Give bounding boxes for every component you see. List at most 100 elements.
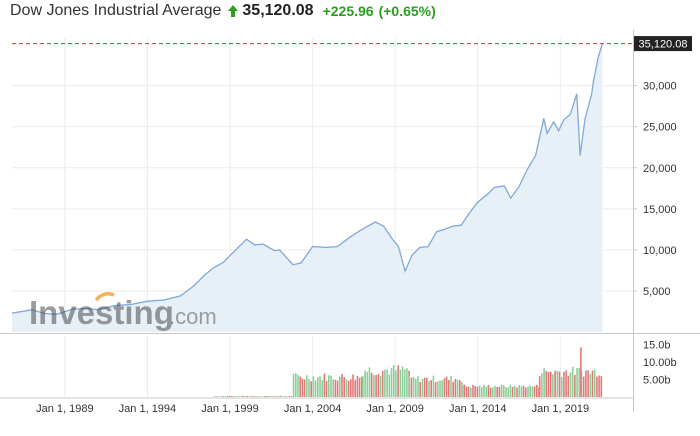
volume-bar [312, 376, 315, 397]
volume-bar [474, 386, 476, 397]
volume-axis: 5.00b 10.00b 15.0b [643, 340, 677, 387]
instrument-title: Dow Jones Industrial Average [10, 2, 222, 19]
volume-bar [556, 370, 559, 397]
price-line [11, 43, 604, 315]
volume-bar [275, 396, 277, 397]
volume-bar [368, 367, 371, 397]
volume-bar [494, 385, 496, 397]
volume-bar [220, 396, 222, 397]
volume-bar [233, 396, 235, 397]
volume-bar [432, 375, 435, 397]
volume-bar [529, 385, 531, 397]
volume-bar [381, 370, 384, 397]
volume-bar [558, 371, 561, 397]
logo-suffix: .com [169, 304, 217, 329]
volume-bar [277, 396, 279, 397]
volume-bar [448, 380, 450, 397]
volume-bar [509, 384, 512, 397]
x-tick-label: Jan 1, 2014 [449, 403, 507, 415]
volume-bar [410, 377, 413, 397]
volume-bar [377, 373, 380, 397]
price-change: +225.96 [322, 3, 374, 19]
volume-bar [379, 375, 382, 397]
volume-bar [443, 378, 446, 397]
volume-bar [392, 365, 395, 397]
x-tick-label: Jan 1, 2004 [284, 403, 342, 415]
x-tick-label: Jan 1, 2009 [366, 403, 424, 415]
volume-bar [587, 370, 589, 397]
volume-bar [525, 387, 527, 397]
volume-bar [465, 386, 468, 397]
volume-bar [430, 380, 432, 397]
volume-bar [317, 377, 319, 397]
volume-bar [384, 369, 386, 397]
volume-bar [423, 377, 426, 397]
volume-bar [215, 396, 218, 397]
volume-bar [231, 396, 233, 397]
volume-bar [237, 395, 240, 397]
volume-bar [538, 376, 541, 397]
volume-bar [452, 381, 454, 397]
y-axis: 5,000 10,000 15,000 20,000 25,000 30,000 [633, 81, 677, 298]
volume-bar [552, 374, 554, 397]
volume-bar [217, 396, 220, 397]
volume-bar [264, 396, 266, 397]
volume-bar [483, 384, 485, 397]
volume-bar [325, 381, 328, 397]
volume-bar [301, 378, 304, 397]
x-tick-label: Jan 1, 1989 [36, 403, 94, 415]
volume-bar [244, 396, 246, 397]
volume-bar [255, 396, 257, 397]
volume-bar [286, 396, 288, 397]
volume-bar [543, 368, 545, 397]
volume-bar [397, 365, 399, 397]
volume-bar [373, 375, 375, 397]
y-tick-label: 25,000 [643, 122, 677, 134]
volume-bar [531, 386, 534, 397]
volume-bar [399, 370, 402, 397]
volume-bar [270, 396, 273, 397]
volume-bar [598, 375, 600, 397]
volume-bar [536, 384, 538, 397]
volume-bar [596, 376, 598, 397]
volume-bar [395, 370, 397, 397]
volume-bar [492, 387, 494, 397]
y-tick-label: 15,000 [643, 204, 677, 216]
volume-bar [437, 381, 439, 397]
volume-bar [454, 379, 457, 397]
volume-bar [476, 386, 479, 397]
volume-bar [343, 377, 345, 397]
volume-bar [472, 385, 474, 397]
volume-bar [366, 372, 369, 397]
volume-bar [386, 369, 388, 397]
volume-bar [303, 379, 306, 397]
y-tick-label: 5,000 [643, 286, 671, 298]
volume-bar [288, 396, 290, 397]
volume-bar [417, 376, 419, 397]
volume-bar [356, 375, 359, 397]
volume-bar [569, 372, 572, 397]
volume-bar [310, 381, 312, 397]
volume-bar [565, 370, 567, 397]
volume-bar [593, 369, 596, 397]
volume-bar [456, 379, 459, 397]
volume-bar [578, 367, 581, 397]
volume-bar [272, 396, 275, 397]
volume-bar [370, 372, 373, 397]
volume-bar [364, 370, 366, 397]
volume-bar [567, 375, 570, 397]
volume-bar [323, 373, 326, 397]
volume-bar [518, 385, 520, 397]
volume-bar [527, 386, 529, 397]
volume-bar [281, 396, 284, 397]
volume-bar [541, 373, 543, 397]
volume-bar [228, 396, 231, 397]
volume-bar [375, 375, 377, 397]
volume-bar [222, 396, 224, 397]
volume-bar [328, 375, 330, 397]
volume-bar [511, 386, 514, 397]
volume-bars [213, 347, 603, 397]
volume-tick-label: 15.0b [643, 340, 671, 352]
volume-bar [563, 372, 565, 397]
